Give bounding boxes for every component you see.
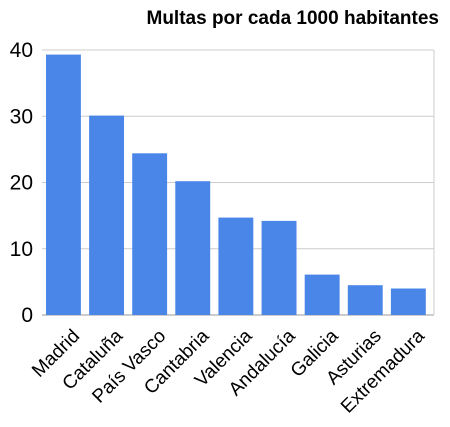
y-tick-label: 0 bbox=[21, 304, 33, 327]
bar bbox=[132, 153, 168, 315]
y-tick-label: 40 bbox=[10, 39, 33, 62]
bar bbox=[218, 217, 254, 315]
bar bbox=[46, 54, 81, 315]
y-tick-label: 30 bbox=[10, 105, 33, 128]
bar bbox=[261, 220, 297, 315]
bar bbox=[390, 288, 426, 315]
y-tick-label: 20 bbox=[10, 172, 33, 195]
bar bbox=[347, 285, 383, 315]
bar bbox=[175, 181, 211, 315]
y-axis-ticks: 0 10 20 30 40 bbox=[10, 39, 33, 327]
chart-title: Multas por cada 1000 habitantes bbox=[147, 8, 440, 29]
bar bbox=[304, 274, 340, 315]
bars bbox=[46, 54, 426, 315]
y-tick-label: 10 bbox=[10, 238, 33, 261]
bar bbox=[89, 115, 124, 315]
